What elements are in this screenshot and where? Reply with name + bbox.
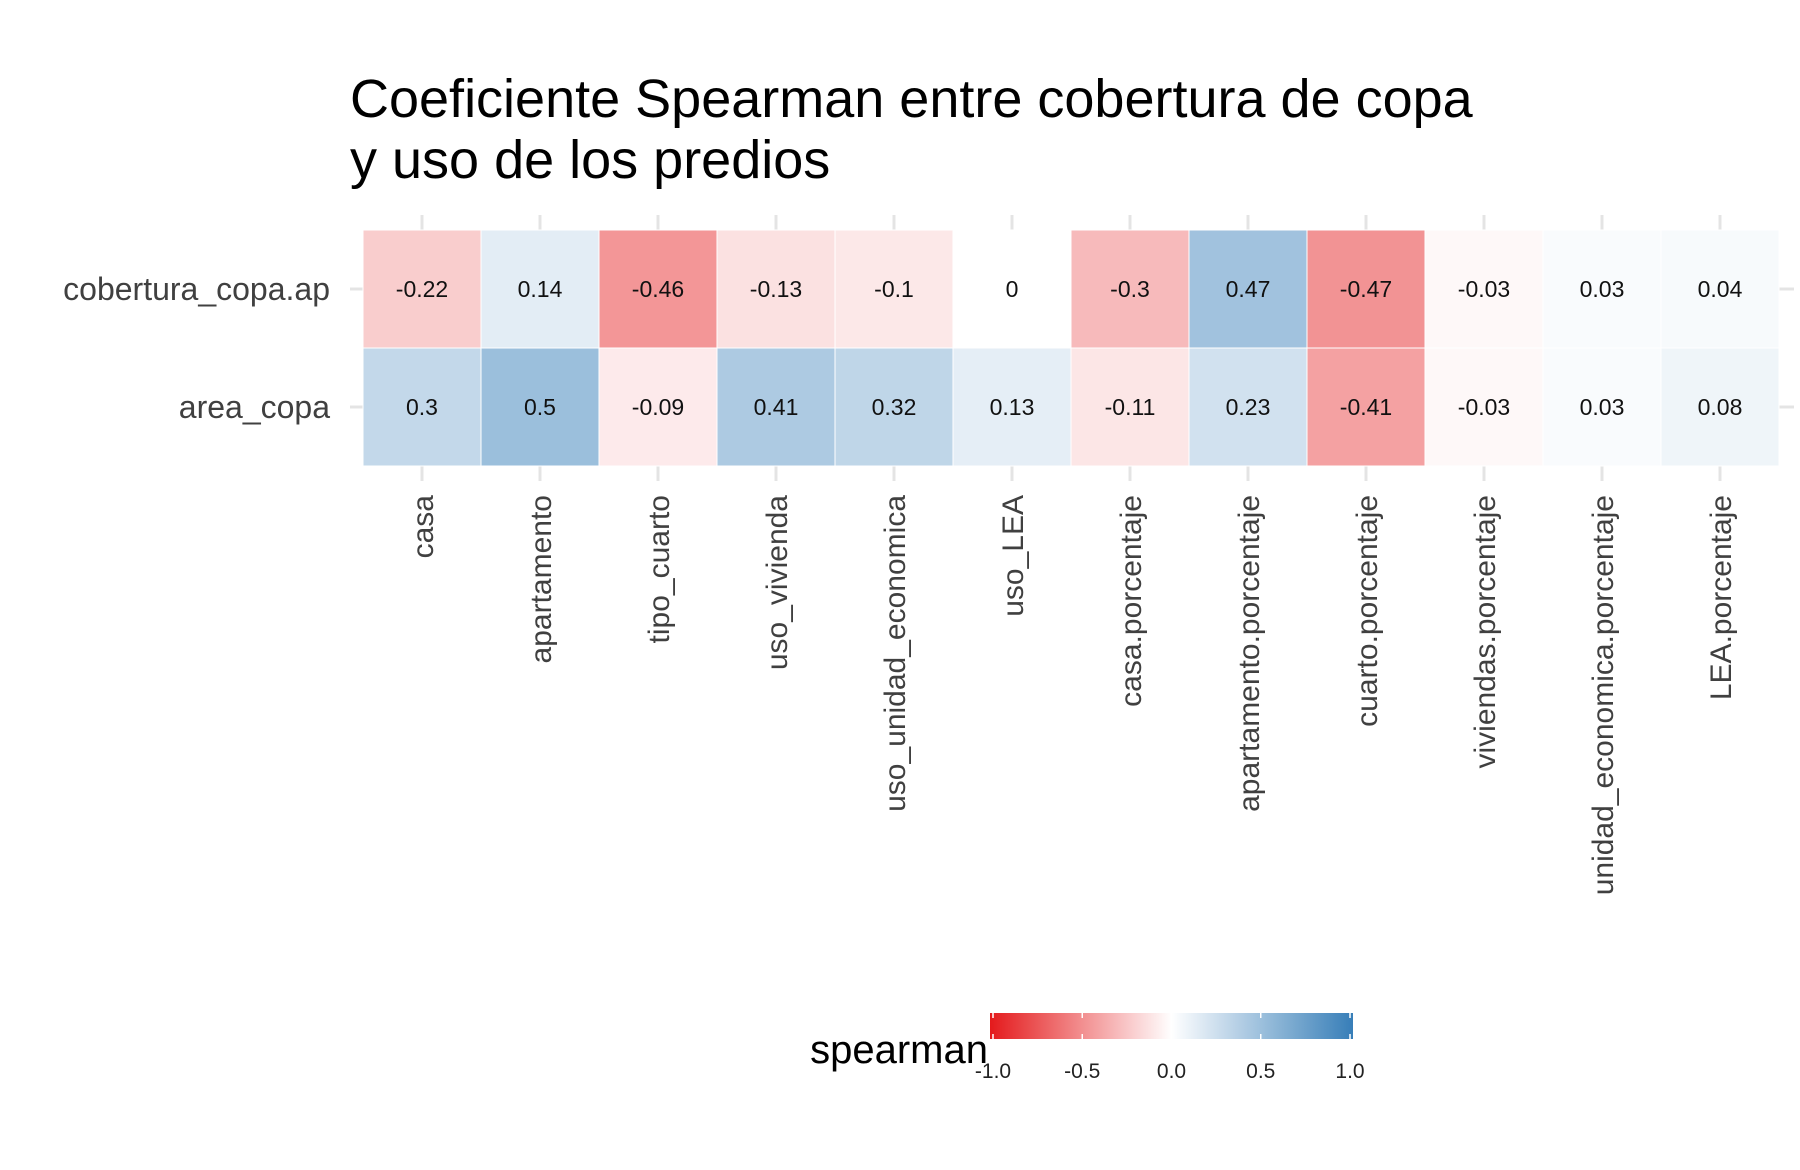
x-axis-label: apartamento.porcentaje: [1233, 495, 1266, 812]
heatmap-cell: [1188, 347, 1308, 467]
x-axis-label: uso_vivienda: [761, 495, 794, 670]
y-axis-labels: cobertura_copa.ap area_copa: [63, 271, 330, 425]
cell-value-label: -0.1: [874, 276, 914, 302]
cell-value-label: -0.09: [632, 394, 684, 420]
x-axis-label: cuarto.porcentaje: [1351, 495, 1384, 727]
legend: spearman-1.0 -0.5 0.0 0.5 1.0: [810, 1013, 1365, 1083]
cell-value-label: 0.08: [1698, 394, 1743, 420]
cell-value-label: -0.03: [1458, 394, 1510, 420]
x-axis-label: casa.porcentaje: [1115, 495, 1148, 707]
legend-tick-label: 0.0: [1157, 1060, 1186, 1083]
cell-value-label: 0.3: [406, 394, 438, 420]
cell-value-label: -0.47: [1340, 276, 1392, 302]
heatmap-cells: -0.22 0.14 -0.46 -0.13 -0.1 0 -0.3 0.47 -0.47 -0.…: [362, 229, 1780, 467]
heatmap-cell: [1542, 229, 1662, 349]
y-axis-label: cobertura_copa.ap: [63, 271, 330, 307]
legend-tick-label: -1.0: [975, 1060, 1011, 1083]
cell-value-label: 0.13: [990, 394, 1035, 420]
x-axis-label: casa: [407, 495, 440, 559]
cell-value-label: 0.03: [1580, 394, 1625, 420]
chart-title: Coeficiente Spearman entre cobertura de …: [350, 69, 1474, 129]
cell-value-label: 0.47: [1226, 276, 1271, 302]
cell-value-label: 0.03: [1580, 276, 1625, 302]
x-axis-label: unidad_economica.porcentaje: [1587, 495, 1620, 895]
heatmap-cell: [834, 347, 954, 467]
cell-value-label: -0.3: [1110, 276, 1150, 302]
x-axis-label: apartamento: [525, 495, 558, 663]
heatmap-cell: [952, 347, 1072, 467]
cell-value-label: 0.32: [872, 394, 917, 420]
cell-value-label: 0.41: [754, 394, 799, 420]
legend-tick-label: 1.0: [1335, 1060, 1364, 1083]
heatmap-cell: [1424, 229, 1544, 349]
heatmap-cell: [1306, 229, 1426, 349]
cell-value-label: -0.46: [632, 276, 684, 302]
cell-value-label: -0.41: [1340, 394, 1392, 420]
chart-subtitle: y uso de los predios: [350, 130, 830, 190]
x-axis-labels: casa apartamento tipo_cuarto uso_vivienda us…: [407, 495, 1738, 896]
heatmap-cell: [1660, 347, 1780, 467]
heatmap-cell: [1306, 347, 1426, 467]
cell-value-label: -0.13: [750, 276, 802, 302]
cell-value-label: 0.23: [1226, 394, 1271, 420]
heatmap-cell: [1070, 347, 1190, 467]
y-axis-label: area_copa: [179, 389, 330, 425]
heatmap-cell: [1188, 229, 1308, 349]
legend-title: spearman: [810, 1028, 988, 1072]
cell-value-label: 0.14: [518, 276, 563, 302]
heatmap-cell: [716, 347, 836, 467]
heatmap-cell: [952, 229, 1072, 349]
heatmap-cell: [1070, 229, 1190, 349]
x-axis-label: viviendas.porcentaje: [1469, 495, 1502, 769]
heatmap-cell: [598, 229, 718, 349]
legend-tick-label: 0.5: [1246, 1060, 1275, 1083]
heatmap-cell: [1542, 347, 1662, 467]
heatmap-cell: [362, 347, 482, 467]
heatmap-cell: [834, 229, 954, 349]
cell-value-label: 0: [1006, 276, 1019, 302]
heatmap-cell: [480, 347, 600, 467]
x-axis-label: uso_LEA: [997, 495, 1030, 617]
cell-value-label: -0.11: [1105, 394, 1156, 420]
cell-value-label: -0.22: [396, 276, 448, 302]
x-axis-label: LEA.porcentaje: [1705, 495, 1738, 700]
x-axis-label: tipo_cuarto: [643, 495, 676, 643]
legend-tick-label: -0.5: [1064, 1060, 1100, 1083]
heatmap-cell: [1424, 347, 1544, 467]
cell-value-label: 0.04: [1698, 276, 1743, 302]
heatmap-cell: [598, 347, 718, 467]
x-axis-label: uso_unidad_economica: [879, 495, 912, 812]
heatmap-cell: [1660, 229, 1780, 349]
cell-value-label: -0.03: [1458, 276, 1510, 302]
cell-value-label: 0.5: [524, 394, 556, 420]
